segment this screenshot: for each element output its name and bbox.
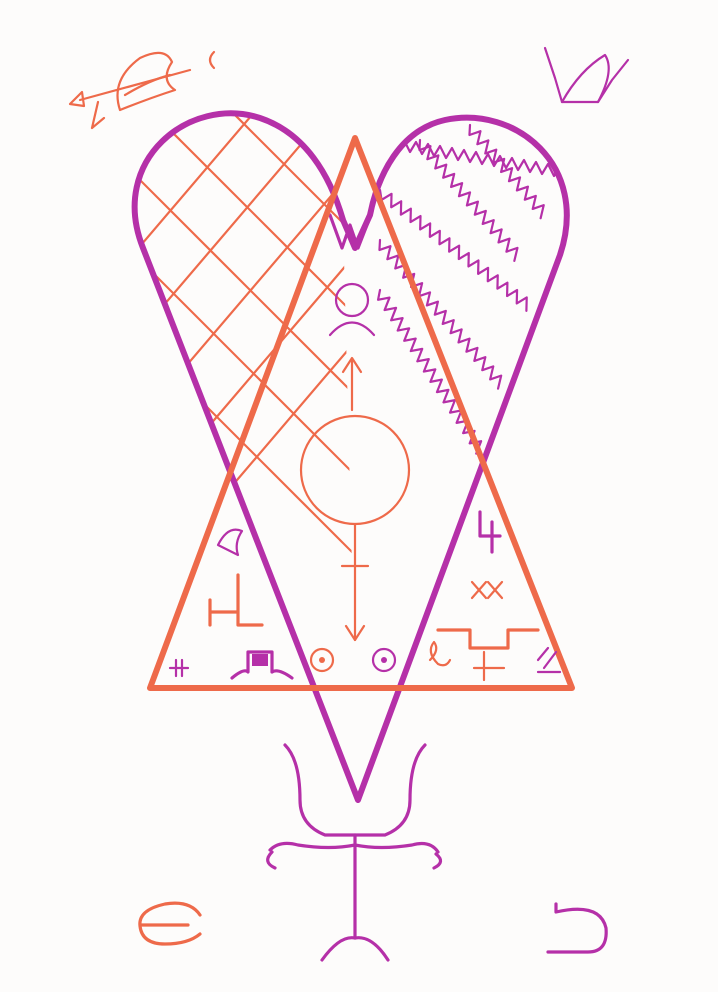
hook-glyph-icon [546, 902, 608, 954]
right-corner-glyphs [428, 510, 562, 682]
swallow-sigil-icon [543, 46, 630, 104]
sun-dot-icon [309, 647, 397, 673]
arrow-sigil-icon [68, 51, 192, 130]
triangle-icon [147, 135, 575, 691]
moon-sigil-icon [328, 282, 376, 337]
w-glyph [328, 210, 374, 250]
heart-shape-icon [131, 110, 570, 803]
left-corner-glyphs [168, 528, 294, 680]
crescent-icon [208, 50, 216, 70]
trident-sigil-icon [266, 743, 443, 962]
euro-like-glyph-icon [138, 901, 202, 946]
mars-venus-circle-icon [299, 356, 411, 642]
